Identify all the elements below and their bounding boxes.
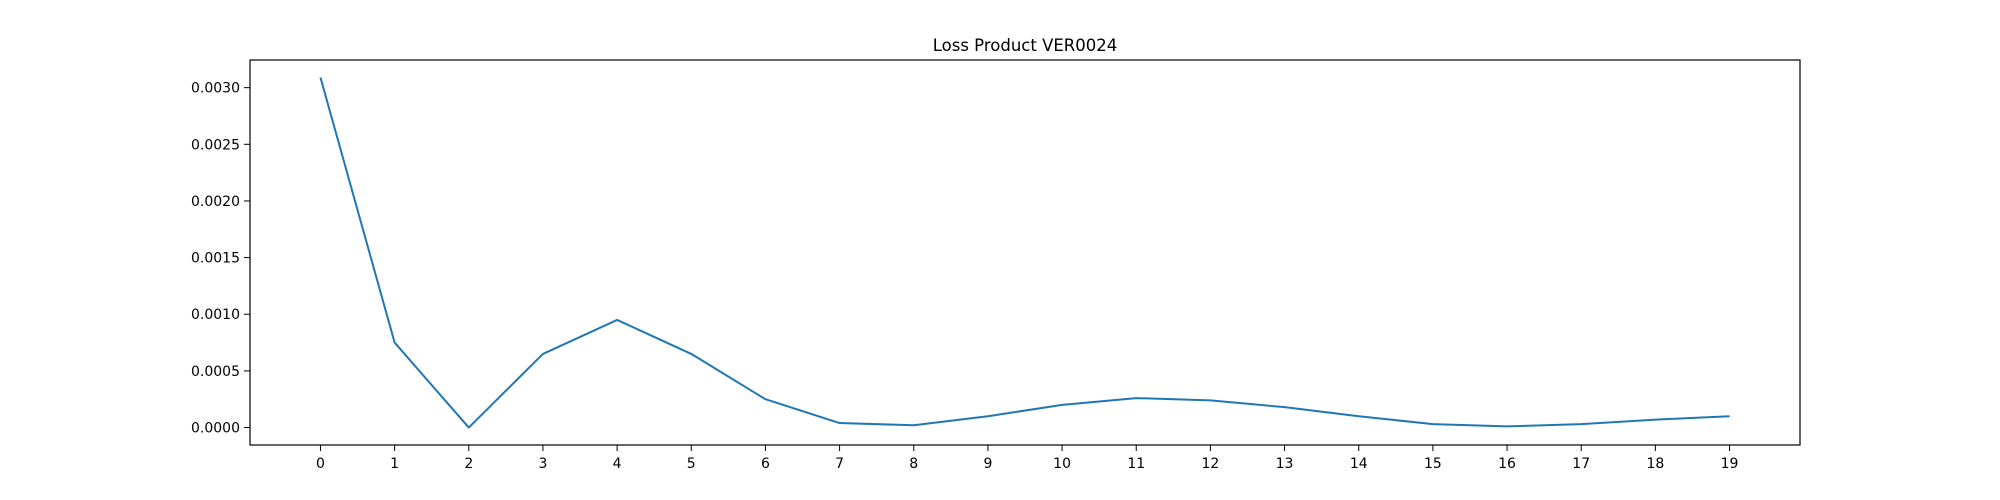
y-tick-label: 0.0000 xyxy=(191,421,240,437)
x-tick-label: 14 xyxy=(1350,456,1368,472)
x-tick-label: 15 xyxy=(1424,456,1442,472)
x-tick-label: 16 xyxy=(1498,456,1516,472)
x-tick-label: 7 xyxy=(835,456,844,472)
x-tick-label: 8 xyxy=(909,456,918,472)
y-tick-label: 0.0010 xyxy=(191,307,240,323)
x-tick-label: 9 xyxy=(983,456,992,472)
y-axis: 0.0000 0.0005 0.0010 0.0015 0.0020 0.0025 0.00… xyxy=(191,81,250,437)
x-tick-label: 6 xyxy=(761,456,770,472)
x-tick-label: 3 xyxy=(538,456,547,472)
x-tick-label: 17 xyxy=(1572,456,1590,472)
y-tick-label: 0.0025 xyxy=(191,137,240,153)
x-tick-label: 5 xyxy=(687,456,696,472)
x-tick-label: 1 xyxy=(390,456,399,472)
y-tick-label: 0.0030 xyxy=(191,81,240,97)
x-tick-label: 4 xyxy=(613,456,622,472)
series-line-0 xyxy=(319,77,1730,429)
x-tick-label: 19 xyxy=(1721,456,1739,472)
x-tick-label: 0 xyxy=(316,456,325,472)
series-layer xyxy=(319,77,1730,429)
x-tick-label: 2 xyxy=(464,456,473,472)
y-tick-label: 0.0005 xyxy=(191,364,240,380)
x-axis: 0 1 2 3 4 5 6 7 8 9 10 11 12 13 14 15 16 17 18 19 xyxy=(316,445,1738,472)
y-tick-label: 0.0015 xyxy=(191,251,240,267)
x-tick-label: 13 xyxy=(1276,456,1294,472)
plot-frame xyxy=(249,59,1801,446)
x-tick-label: 12 xyxy=(1201,456,1219,472)
x-tick-label: 18 xyxy=(1646,456,1664,472)
y-tick-label: 0.0020 xyxy=(191,194,240,210)
x-tick-label: 10 xyxy=(1053,456,1071,472)
x-tick-label: 11 xyxy=(1127,456,1145,472)
chart-title: Loss Product VER0024 xyxy=(933,36,1118,55)
